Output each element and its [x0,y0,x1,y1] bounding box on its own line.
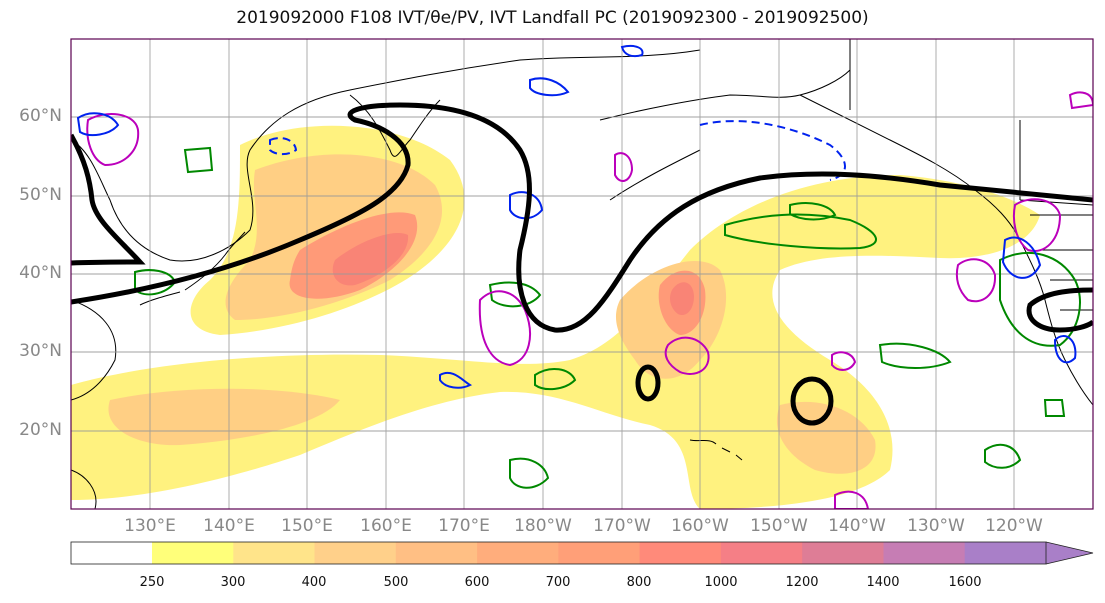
coastlines [71,39,1093,509]
pc-contour [984,443,1022,469]
hawaii-islands [689,439,743,461]
colorbar-tick-label: 1200 [785,575,819,590]
colorbar-segment [314,542,397,564]
colorbar-segment [802,542,884,564]
lon-label: 170°E [438,516,490,536]
colorbar-tick-label: 300 [220,575,246,590]
pv-contour [529,77,570,97]
pv-contour [831,351,857,371]
colorbar-segment [477,542,559,564]
lon-label: 150°E [281,516,333,536]
pv-contour [1053,335,1077,364]
map-area [71,39,1093,509]
colorbar-segment [964,542,1047,564]
pc-contour [488,281,542,308]
pc-contour [509,457,550,489]
colorbar-tick-label: 700 [545,575,571,590]
colorbar-tick-label: 1600 [948,575,982,590]
theta-e-contour [71,102,1093,333]
pc-contour [1043,399,1066,417]
lat-label: 30°N [19,341,62,361]
pv-contour [1068,91,1093,110]
colorbar-segment [558,542,641,564]
lat-label: 50°N [19,185,62,205]
kamchatka-coast [349,94,441,157]
colorbar-tick-label: 600 [464,575,490,590]
colorbar-segment [233,542,316,564]
lon-label: 140°E [203,516,255,536]
landfall-pc-contours [134,146,1081,489]
colorbar-extend-arrow [1046,542,1093,564]
us-states [1030,214,1093,311]
pc-contour [534,368,577,391]
lon-label: 150°W [750,516,808,536]
colorbar-arrow-outline [1045,541,1094,565]
pv-contour-dashed [699,120,846,181]
pv-contour [1001,236,1042,279]
colorbar-segment [639,542,722,564]
pv-contour [1012,198,1062,252]
pc-contour [183,146,214,174]
lon-label: 130°E [124,516,176,536]
lon-label: 130°W [907,516,965,536]
lon-label: 160°E [360,516,412,536]
theta-e-contour [1026,287,1093,333]
pc-contour [789,202,837,221]
pv-contour [834,490,870,509]
pv-magenta-contours [86,91,1093,509]
pv-contour [76,112,120,137]
colorbar-tick-label: 1000 [704,575,738,590]
theta-e-closed-contour [635,364,661,402]
pv-contour [478,290,531,367]
pv-contour [955,258,997,303]
lon-label: 160°W [671,516,729,536]
pv-contour [620,45,644,58]
pv-contour-dashed [269,137,298,156]
canada-border [849,39,1093,206]
north-america-coast [1019,239,1093,406]
ivt-contour-600 [332,232,409,286]
lat-label: 60°N [19,106,62,126]
colorbar-tick-label: 250 [139,575,165,590]
colorbar-segment [152,542,234,564]
colorbar-frame [70,541,1047,565]
pv-contour [509,191,544,220]
theta-e-closed-contour [790,376,834,426]
lon-label: 180°W [514,516,572,536]
colorbar-segment [395,542,478,564]
lat-label: 20°N [19,420,62,440]
figure-title: 2019092000 F108 IVT/θe/PV, IVT Landfall … [236,8,869,28]
lat-label: 40°N [19,263,62,283]
colorbar [70,541,1094,565]
pv-contour [439,371,473,389]
pc-contour [999,251,1081,347]
pv-contour [614,152,634,182]
theta-e-contours [71,102,1093,426]
colorbar-tick-label: 1400 [866,575,900,590]
pc-contour [724,213,877,250]
asia-coast [71,49,701,509]
pv-contour [86,113,140,167]
lon-label: 170°W [593,516,651,536]
colorbar-tick-label: 800 [626,575,652,590]
colorbar-tick-label: 400 [301,575,327,590]
colorbar-tick-label: 500 [383,575,409,590]
colorbar-segment [883,542,966,564]
pv-contour [664,336,710,375]
pv-blue-contours [76,45,1077,389]
lon-label: 140°W [828,516,886,536]
lon-label: 120°W [985,516,1043,536]
ivt-contour-600-central [670,282,694,316]
alaska-coast [599,69,1021,241]
colorbar-segment [71,542,152,564]
map-frame [70,38,1094,510]
gridlines [71,39,1093,509]
theta-e-contour [71,133,146,266]
pc-contour [878,342,952,369]
colorbar-segment [720,542,803,564]
